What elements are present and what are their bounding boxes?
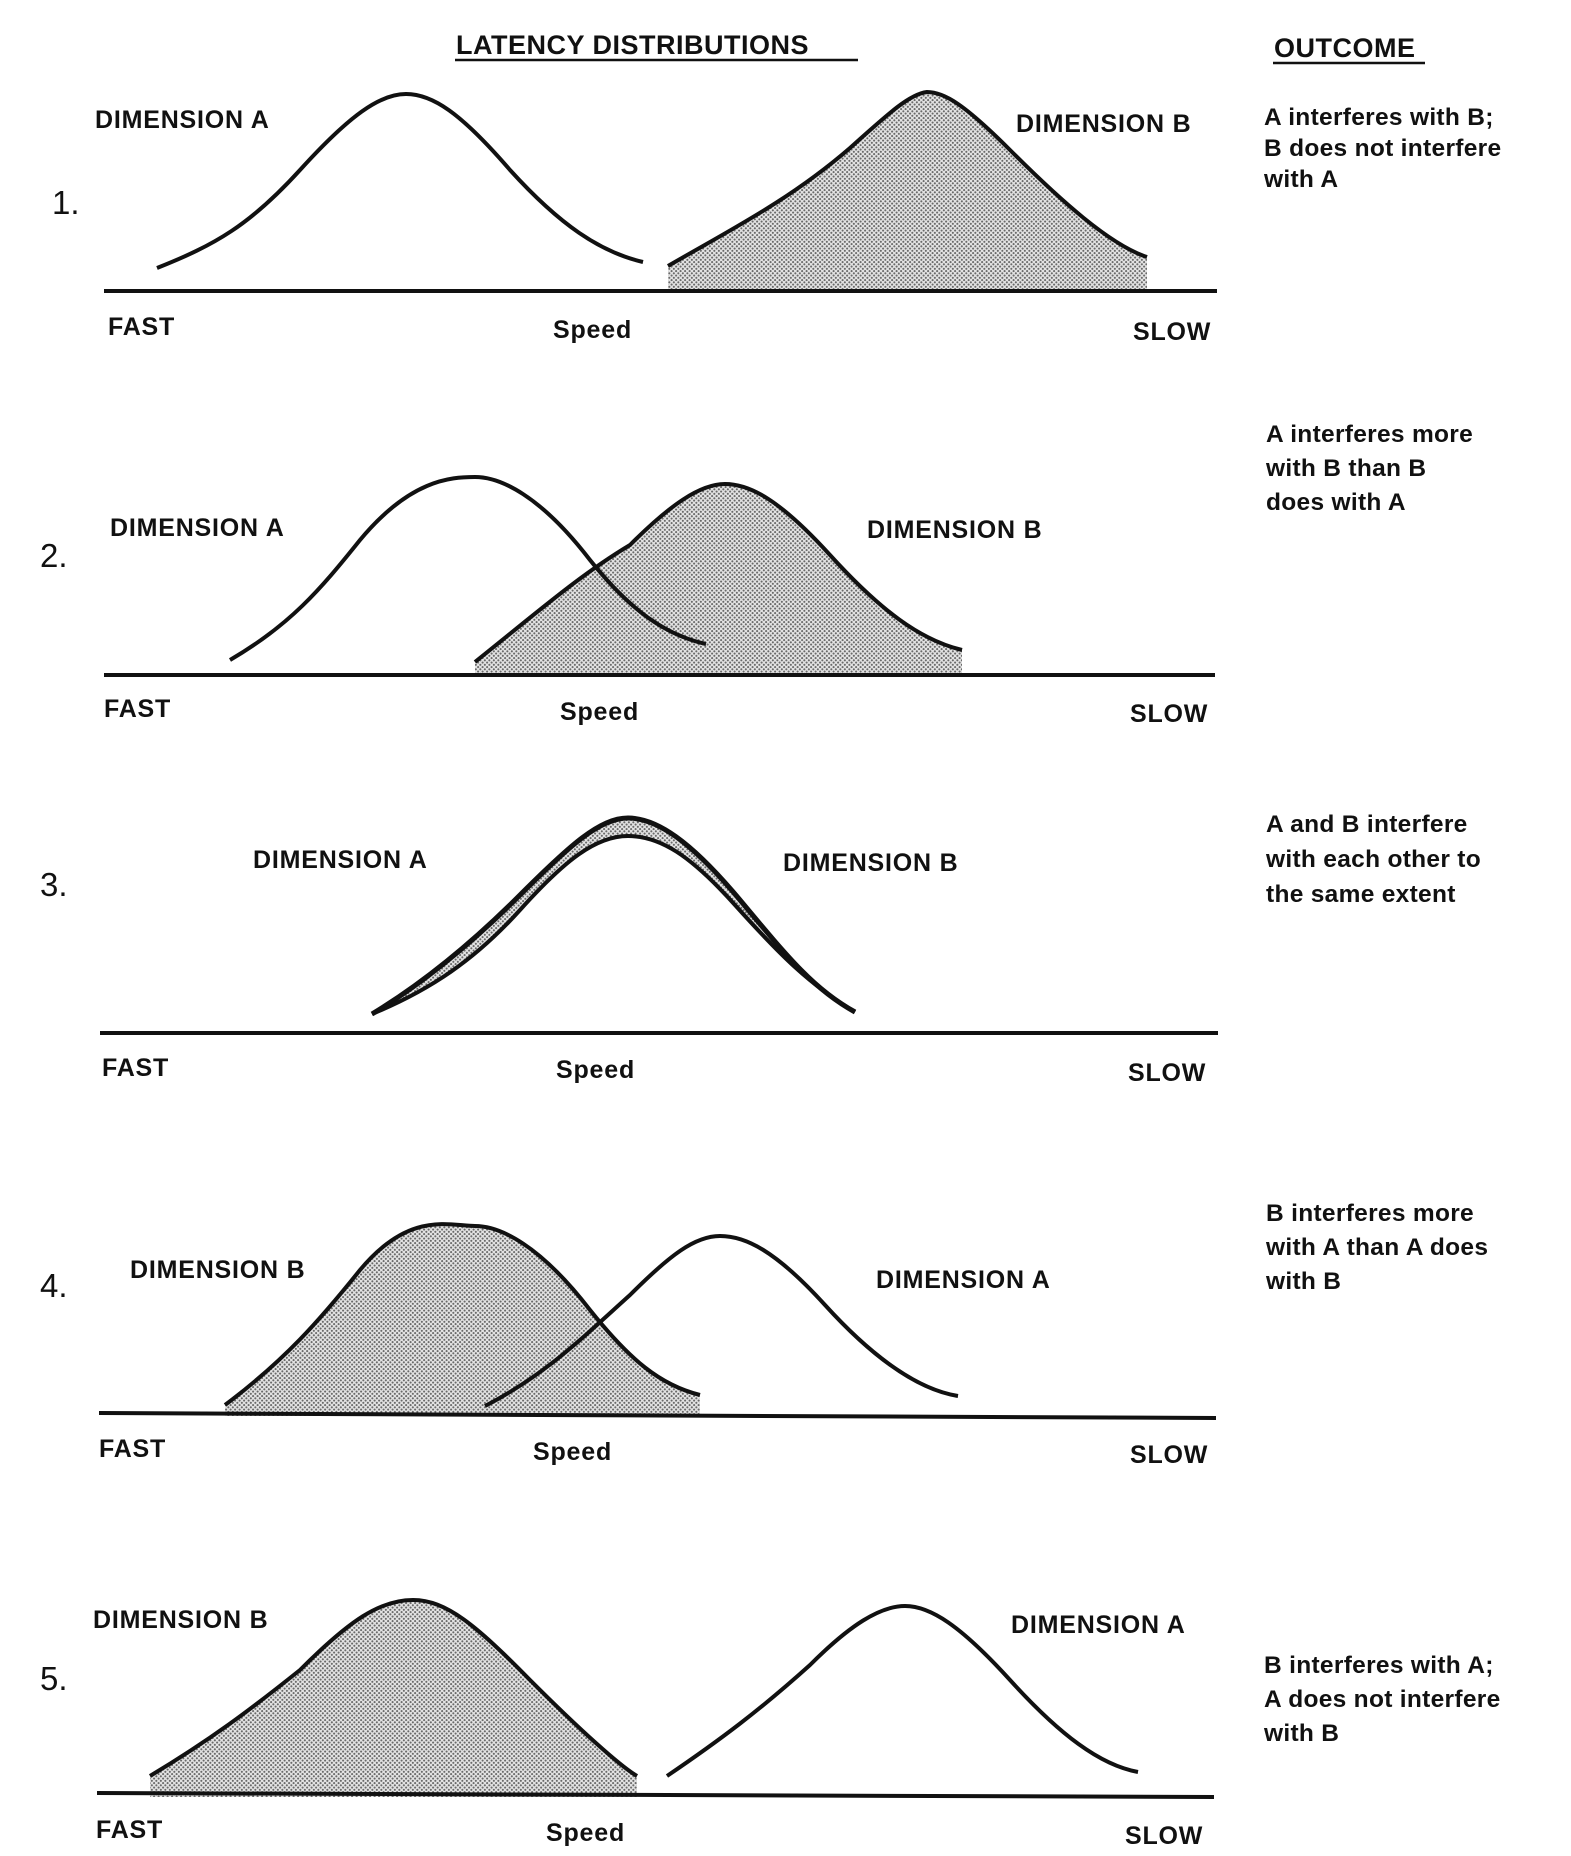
- speed-axis: [98, 1411, 1217, 1420]
- outcome-line: B does not interfere: [1264, 135, 1501, 162]
- dimension-b-curve: [666, 89, 1148, 268]
- dimension-b-shaded-area: [150, 1600, 637, 1797]
- speed-axis: [96, 1791, 1215, 1799]
- outcome-line: with A: [1263, 166, 1338, 193]
- panel-3: 3. DIMENSION A DIMENSION B FAST Speed SL…: [40, 811, 1481, 1087]
- panel-number: 4.: [40, 1267, 68, 1304]
- outcome-line: A does not interfere: [1264, 1686, 1501, 1713]
- panel-number: 1.: [52, 184, 80, 221]
- label-dimension-left: DIMENSION B: [130, 1256, 305, 1284]
- label-dimension-left: DIMENSION B: [93, 1606, 268, 1634]
- outcome-line: the same extent: [1266, 881, 1456, 908]
- outcome-line: with B: [1265, 1268, 1341, 1295]
- header-outcome: OUTCOME: [1274, 33, 1416, 63]
- dimension-b-curve: [473, 481, 963, 664]
- dimension-b-shaded-area: [668, 92, 1147, 290]
- outcome-line: does with A: [1266, 489, 1406, 516]
- axis-fast-label: FAST: [108, 313, 175, 341]
- dimension-b-curve: [370, 815, 857, 1017]
- panel-number: 5.: [40, 1660, 68, 1697]
- panel-number: 2.: [40, 537, 68, 574]
- dimension-a-curve: [228, 474, 707, 662]
- axis-fast-label: FAST: [96, 1816, 163, 1844]
- panel-number: 3.: [40, 866, 68, 903]
- axis-fast-label: FAST: [99, 1435, 166, 1463]
- panel-5: 5. DIMENSION B DIMENSION A FAST Speed SL…: [40, 1597, 1501, 1850]
- label-dimension-right: DIMENSION A: [876, 1266, 1051, 1294]
- dimension-a-curve: [484, 1233, 959, 1408]
- label-dimension-right: DIMENSION B: [783, 849, 958, 877]
- dimension-b-shaded-area: [225, 1224, 700, 1416]
- axis-speed-label: Speed: [553, 316, 632, 344]
- outcome-line: with each other to: [1265, 846, 1481, 873]
- outcome-line: with B than B: [1265, 455, 1426, 482]
- panel-4: 4. DIMENSION B DIMENSION A FAST Speed SL…: [40, 1200, 1488, 1469]
- outcome-line: A and B interfere: [1266, 811, 1468, 838]
- label-dimension-left: DIMENSION A: [95, 106, 270, 134]
- dimension-b-curve: [148, 1597, 639, 1778]
- outcome-line: B interferes with A;: [1264, 1652, 1494, 1679]
- outcome-line: with B: [1263, 1720, 1339, 1747]
- label-dimension-right: DIMENSION A: [1011, 1611, 1186, 1639]
- axis-slow-label: SLOW: [1130, 700, 1208, 728]
- axis-speed-label: Speed: [533, 1438, 612, 1466]
- outcome-line: with A than A does: [1265, 1234, 1488, 1261]
- panel-1: 1. DIMENSION A DIMENSION B FAST Speed SL…: [52, 89, 1501, 346]
- axis-slow-label: SLOW: [1125, 1822, 1203, 1850]
- outcome-line: A interferes with B;: [1264, 104, 1494, 131]
- overlap-shaded-band: [371, 816, 856, 1015]
- label-dimension-left: DIMENSION A: [253, 846, 428, 874]
- axis-slow-label: SLOW: [1130, 1441, 1208, 1469]
- axis-slow-label: SLOW: [1128, 1059, 1206, 1087]
- header-latency-distributions: LATENCY DISTRIBUTIONS: [456, 30, 809, 60]
- axis-speed-label: Speed: [546, 1819, 625, 1847]
- dimension-b-curve: [223, 1222, 701, 1407]
- label-dimension-right: DIMENSION B: [867, 516, 1042, 544]
- axis-fast-label: FAST: [104, 695, 171, 723]
- dimension-a-curve: [156, 91, 644, 270]
- axis-speed-label: Speed: [560, 698, 639, 726]
- outcome-line: B interferes more: [1266, 1200, 1474, 1227]
- dimension-b-shaded-area: [475, 484, 962, 675]
- dimension-a-curve: [371, 833, 857, 1016]
- outcome-line: A interferes more: [1266, 421, 1473, 448]
- axis-fast-label: FAST: [102, 1054, 169, 1082]
- axis-speed-label: Speed: [556, 1056, 635, 1084]
- panel-2: 2. DIMENSION A DIMENSION B FAST Speed SL…: [40, 421, 1473, 728]
- dimension-a-curve: [665, 1603, 1139, 1778]
- axis-slow-label: SLOW: [1133, 318, 1211, 346]
- label-dimension-right: DIMENSION B: [1016, 110, 1191, 138]
- label-dimension-left: DIMENSION A: [110, 514, 285, 542]
